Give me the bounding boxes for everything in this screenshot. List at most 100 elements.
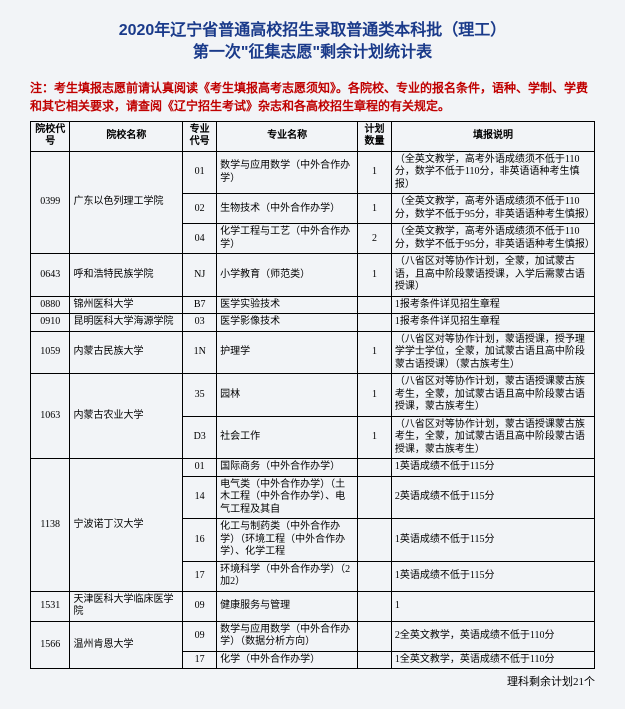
cell-remark: （全英文教学，高考外语成绩须不低于110分，数学不低于95分，非英语语种考生慎报… xyxy=(391,224,594,254)
cell-remark: 2英语成绩不低于115分 xyxy=(391,476,594,519)
cell-plan: 1 xyxy=(358,374,392,417)
cell-school-code: 1063 xyxy=(31,374,70,459)
cell-plan xyxy=(358,296,392,314)
cell-major-name: 数学与应用数学（中外合作办学）（数据分析方向） xyxy=(217,621,358,651)
cell-plan xyxy=(358,459,392,477)
cell-major-name: 医学实验技术 xyxy=(217,296,358,314)
cell-school-name: 昆明医科大学海源学院 xyxy=(70,314,183,332)
cell-plan xyxy=(358,651,392,669)
cell-major-name: 社会工作 xyxy=(217,416,358,459)
cell-remark: 1报考条件详见招生章程 xyxy=(391,314,594,332)
cell-major-code: 04 xyxy=(183,224,217,254)
header-plan: 计划数量 xyxy=(358,121,392,151)
cell-plan xyxy=(358,621,392,651)
cell-remark: 2全英文教学，英语成绩不低于110分 xyxy=(391,621,594,651)
notice-text: 注：考生填报志愿前请认真阅读《考生填报高考志愿须知》。各院校、专业的报名条件，语… xyxy=(30,79,595,115)
cell-plan xyxy=(358,519,392,562)
cell-plan: 1 xyxy=(358,194,392,224)
table-row: 1059内蒙古民族大学1N护理学1（八省区对等协作计划，蒙语授课，授予理学学士学… xyxy=(31,331,595,374)
header-major-code: 专业代号 xyxy=(183,121,217,151)
cell-remark: 1 xyxy=(391,591,594,621)
cell-major-name: 小学教育（师范类） xyxy=(217,254,358,297)
cell-remark: （全英文教学，高考外语成绩须不低于110分，数学不低于95分，非英语语种考生慎报… xyxy=(391,194,594,224)
cell-remark: （全英文教学，高考外语成绩须不低于110分，数学不低于110分，非英语语种考生慎… xyxy=(391,151,594,194)
cell-plan: 1 xyxy=(358,331,392,374)
cell-major-code: 01 xyxy=(183,459,217,477)
cell-major-code: 1N xyxy=(183,331,217,374)
header-major-name: 专业名称 xyxy=(217,121,358,151)
cell-major-name: 化学（中外合作办学） xyxy=(217,651,358,669)
table-row: 1531天津医科大学临床医学院09健康服务与管理1 xyxy=(31,591,595,621)
cell-major-name: 化工与制药类（中外合作办学）（环境工程（中外合作办学）、化学工程 xyxy=(217,519,358,562)
title-line1: 2020年辽宁省普通高校招生录取普通类本科批（理工） xyxy=(30,20,595,42)
cell-major-name: 环境科学（中外合作办学）（2加2） xyxy=(217,561,358,591)
cell-plan xyxy=(358,591,392,621)
cell-major-name: 园林 xyxy=(217,374,358,417)
cell-major-name: 健康服务与管理 xyxy=(217,591,358,621)
cell-school-code: 0910 xyxy=(31,314,70,332)
cell-plan xyxy=(358,476,392,519)
footer-summary: 理科剩余计划21个 xyxy=(30,673,595,689)
cell-school-name: 天津医科大学临床医学院 xyxy=(70,591,183,621)
cell-major-name: 电气类（中外合作办学）（土木工程（中外合作办学）、电气工程及其自 xyxy=(217,476,358,519)
cell-school-code: 0880 xyxy=(31,296,70,314)
cell-remark: （八省区对等协作计划，蒙语授课，授予理学学士学位，全蒙，加试蒙古语且高中阶段蒙古… xyxy=(391,331,594,374)
cell-major-code: 09 xyxy=(183,621,217,651)
cell-plan xyxy=(358,314,392,332)
table-body: 0399广东以色列理工学院01数学与应用数学（中外合作办学）1（全英文教学，高考… xyxy=(31,151,595,669)
cell-major-code: 14 xyxy=(183,476,217,519)
table-row: 1566温州肯恩大学09数学与应用数学（中外合作办学）（数据分析方向）2全英文教… xyxy=(31,621,595,651)
table-header-row: 院校代号 院校名称 专业代号 专业名称 计划数量 填报说明 xyxy=(31,121,595,151)
cell-school-name: 广东以色列理工学院 xyxy=(70,151,183,254)
cell-major-code: 01 xyxy=(183,151,217,194)
cell-school-code: 0643 xyxy=(31,254,70,297)
cell-school-name: 温州肯恩大学 xyxy=(70,621,183,669)
cell-major-code: 17 xyxy=(183,651,217,669)
table-row: 1138宁波诺丁汉大学01国际商务（中外合作办学）1英语成绩不低于115分 xyxy=(31,459,595,477)
cell-major-code: D3 xyxy=(183,416,217,459)
cell-major-name: 化学工程与工艺（中外合作办学） xyxy=(217,224,358,254)
cell-plan: 2 xyxy=(358,224,392,254)
cell-remark: 1英语成绩不低于115分 xyxy=(391,561,594,591)
cell-plan: 1 xyxy=(358,416,392,459)
title-line2: 第一次"征集志愿"剩余计划统计表 xyxy=(30,42,595,64)
page-title: 2020年辽宁省普通高校招生录取普通类本科批（理工） 第一次"征集志愿"剩余计划… xyxy=(30,20,595,65)
cell-remark: （八省区对等协作计划，全蒙，加试蒙古语，且高中阶段蒙语授课，入学后需蒙古语授课） xyxy=(391,254,594,297)
cell-school-name: 宁波诺丁汉大学 xyxy=(70,459,183,592)
cell-major-code: 16 xyxy=(183,519,217,562)
cell-school-name: 锦州医科大学 xyxy=(70,296,183,314)
header-remark: 填报说明 xyxy=(391,121,594,151)
cell-major-name: 护理学 xyxy=(217,331,358,374)
cell-plan: 1 xyxy=(358,254,392,297)
cell-major-code: 17 xyxy=(183,561,217,591)
cell-remark: 1全英文教学，英语成绩不低于110分 xyxy=(391,651,594,669)
cell-plan: 1 xyxy=(358,151,392,194)
plan-table: 院校代号 院校名称 专业代号 专业名称 计划数量 填报说明 0399广东以色列理… xyxy=(30,121,595,670)
table-row: 1063内蒙古农业大学35园林1（八省区对等协作计划，蒙古语授课蒙古族考生，全蒙… xyxy=(31,374,595,417)
table-row: 0399广东以色列理工学院01数学与应用数学（中外合作办学）1（全英文教学，高考… xyxy=(31,151,595,194)
cell-major-code: 35 xyxy=(183,374,217,417)
cell-remark: 1报考条件详见招生章程 xyxy=(391,296,594,314)
cell-remark: 1英语成绩不低于115分 xyxy=(391,519,594,562)
cell-major-name: 生物技术（中外合作办学） xyxy=(217,194,358,224)
cell-major-code: B7 xyxy=(183,296,217,314)
cell-major-code: NJ xyxy=(183,254,217,297)
cell-major-name: 医学影像技术 xyxy=(217,314,358,332)
cell-major-code: 03 xyxy=(183,314,217,332)
cell-major-name: 数学与应用数学（中外合作办学） xyxy=(217,151,358,194)
cell-school-code: 1531 xyxy=(31,591,70,621)
cell-school-name: 呼和浩特民族学院 xyxy=(70,254,183,297)
cell-school-code: 1138 xyxy=(31,459,70,592)
cell-school-name: 内蒙古农业大学 xyxy=(70,374,183,459)
header-school-name: 院校名称 xyxy=(70,121,183,151)
cell-major-name: 国际商务（中外合作办学） xyxy=(217,459,358,477)
table-row: 0910昆明医科大学海源学院03医学影像技术 1报考条件详见招生章程 xyxy=(31,314,595,332)
cell-remark: （八省区对等协作计划，蒙古语授课蒙古族考生，全蒙，加试蒙古语且高中阶段蒙古语授课… xyxy=(391,416,594,459)
cell-school-code: 1566 xyxy=(31,621,70,669)
header-school-code: 院校代号 xyxy=(31,121,70,151)
cell-remark: 1英语成绩不低于115分 xyxy=(391,459,594,477)
cell-plan xyxy=(358,561,392,591)
cell-school-code: 1059 xyxy=(31,331,70,374)
cell-remark: （八省区对等协作计划，蒙古语授课蒙古族考生，全蒙，加试蒙古语且高中阶段蒙古语授课… xyxy=(391,374,594,417)
cell-school-name: 内蒙古民族大学 xyxy=(70,331,183,374)
